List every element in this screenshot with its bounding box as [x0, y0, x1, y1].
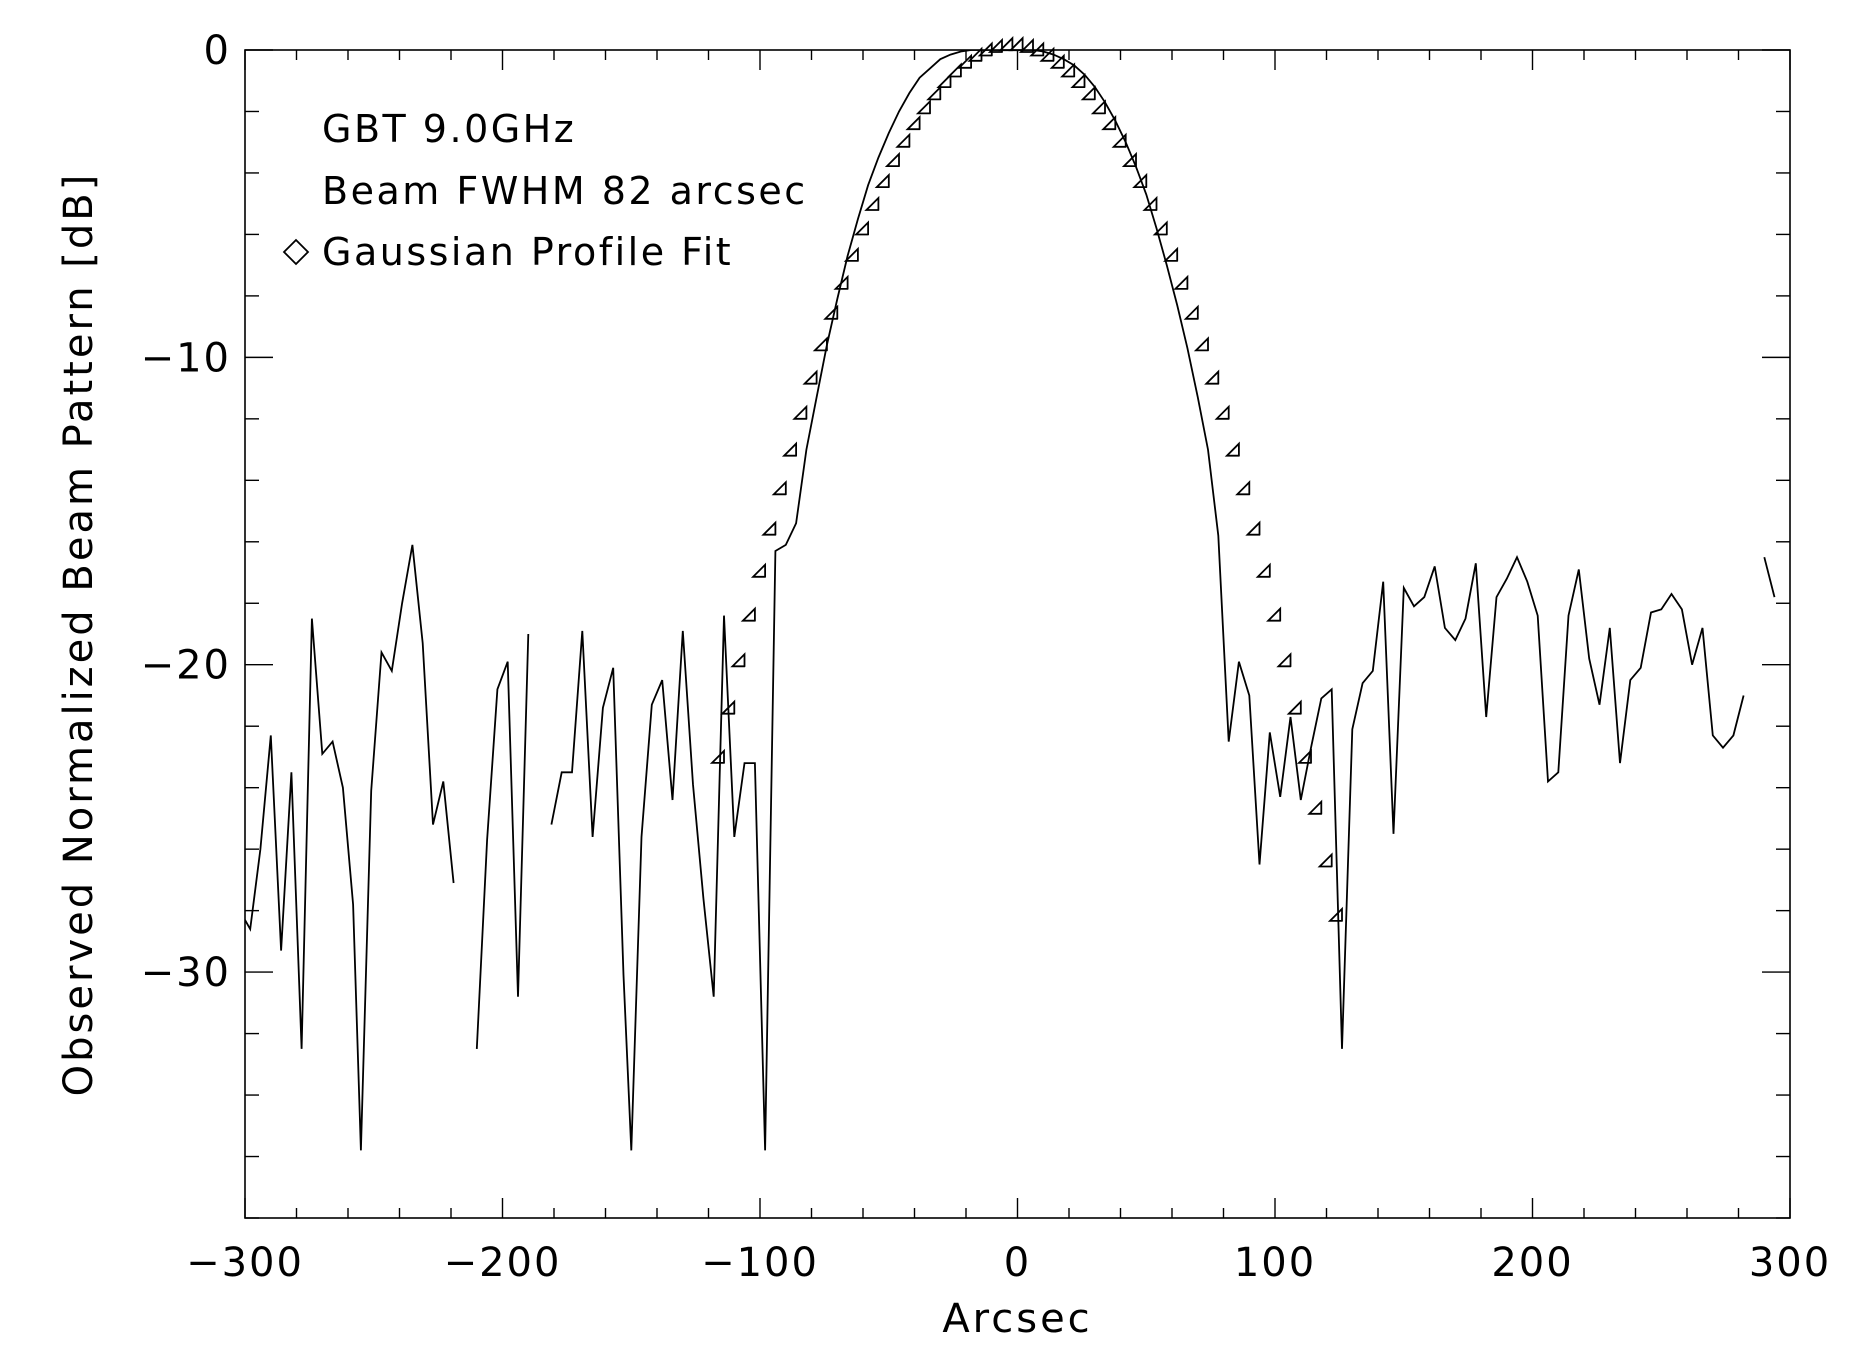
gaussian-fit-point: [1276, 652, 1292, 668]
tick-labels: −300 −200 −100 0 100 200 300 0 −10 −20 −30: [141, 28, 1831, 1286]
gaussian-fit-point: [1317, 852, 1333, 868]
gaussian-fit-point: [956, 53, 973, 69]
observed-beam-line: [475, 633, 530, 1049]
gaussian-fit-point: [1080, 85, 1096, 101]
gaussian-fit-point: [864, 195, 880, 211]
gaussian-fit-point: [1173, 274, 1189, 290]
gaussian-fit-point: [1235, 480, 1251, 496]
gaussian-fit-point: [802, 369, 818, 385]
y-tick-label: −20: [141, 643, 231, 689]
gaussian-fit-point: [946, 62, 962, 78]
gaussian-fit-markers: [709, 36, 1343, 922]
gaussian-fit-point: [1070, 72, 1086, 89]
x-tick-label: 200: [1491, 1240, 1573, 1286]
x-tick-label: 300: [1749, 1240, 1831, 1286]
observed-beam-line: [1763, 556, 1776, 598]
legend-diamond-icon: [282, 238, 310, 266]
gaussian-fit-point: [823, 304, 839, 320]
x-axis-label: Arcsec: [942, 1296, 1092, 1342]
gaussian-fit-point: [761, 520, 777, 536]
gaussian-fit-point: [1101, 115, 1117, 131]
gaussian-fit-point: [905, 115, 921, 131]
observed-beam-line: [550, 50, 1745, 1151]
gaussian-fit-point: [1286, 699, 1302, 715]
x-tick-label: −200: [444, 1240, 562, 1286]
gaussian-fit-point: [1193, 336, 1209, 352]
x-tick-label: −100: [701, 1240, 819, 1286]
x-tick-label: −300: [186, 1240, 304, 1286]
gaussian-fit-point: [1163, 246, 1179, 262]
gaussian-fit-point: [853, 220, 870, 236]
gaussian-fit-point: [1307, 799, 1323, 815]
gaussian-fit-point: [1214, 404, 1230, 420]
legend: Gaussian Profile Fit: [282, 230, 733, 274]
gaussian-fit-point: [1224, 441, 1240, 457]
gaussian-fit-point: [781, 441, 798, 457]
gaussian-fit-point: [884, 151, 900, 168]
gaussian-fit-point: [730, 652, 746, 668]
y-tick-label: 0: [204, 28, 231, 74]
gaussian-fit-point: [895, 132, 911, 148]
gaussian-fit-point: [1152, 220, 1168, 236]
gaussian-fit-point: [1018, 37, 1034, 53]
gaussian-fit-point: [771, 480, 787, 496]
y-tick-label: −30: [141, 950, 231, 996]
gaussian-fit-point: [1204, 369, 1220, 385]
gaussian-fit-point: [1142, 195, 1158, 211]
gaussian-fit-point: [1090, 99, 1106, 115]
gaussian-fit-point: [1132, 172, 1148, 189]
gaussian-fit-point: [1327, 906, 1343, 922]
gaussian-fit-point: [740, 606, 756, 622]
x-tick-label: 100: [1234, 1240, 1316, 1286]
gaussian-fit-point: [709, 748, 725, 764]
gaussian-fit-point: [1245, 520, 1261, 536]
gaussian-fit-point: [812, 336, 828, 352]
gaussian-fit-point: [926, 85, 942, 101]
gaussian-fit-point: [843, 246, 859, 262]
data-series: [245, 50, 1776, 1151]
gaussian-fit-point: [1296, 748, 1312, 764]
observed-beam-line: [245, 544, 455, 1151]
gaussian-fit-point: [1183, 304, 1199, 320]
annotation-frequency: GBT 9.0GHz: [322, 107, 576, 151]
gaussian-fit-point: [1049, 53, 1065, 69]
gaussian-fit-point: [1255, 562, 1271, 578]
gaussian-fit-point: [792, 404, 808, 420]
gaussian-fit-point: [1060, 62, 1076, 78]
plot-frame: [244, 49, 1791, 1219]
gaussian-fit-point: [1121, 151, 1137, 168]
gaussian-fit-point: [915, 99, 931, 115]
annotation-beam-fwhm: Beam FWHM 82 arcsec: [322, 169, 808, 213]
gaussian-fit-point: [967, 46, 983, 62]
x-tick-label: 0: [1004, 1240, 1031, 1286]
gaussian-fit-point: [936, 72, 952, 89]
gaussian-fit-point: [1111, 132, 1127, 148]
y-axis-label: Observed Normalized Beam Pattern [dB]: [56, 172, 102, 1097]
gaussian-fit-point: [1029, 41, 1045, 57]
gaussian-fit-point: [720, 699, 736, 715]
legend-label-gaussian-fit: Gaussian Profile Fit: [322, 230, 733, 274]
gaussian-fit-point: [1266, 606, 1282, 622]
gaussian-fit-point: [874, 172, 890, 189]
gaussian-fit-point: [833, 274, 849, 290]
gaussian-fit-point: [750, 562, 767, 578]
y-tick-label: −10: [141, 335, 231, 381]
gaussian-fit-point: [1039, 46, 1055, 62]
